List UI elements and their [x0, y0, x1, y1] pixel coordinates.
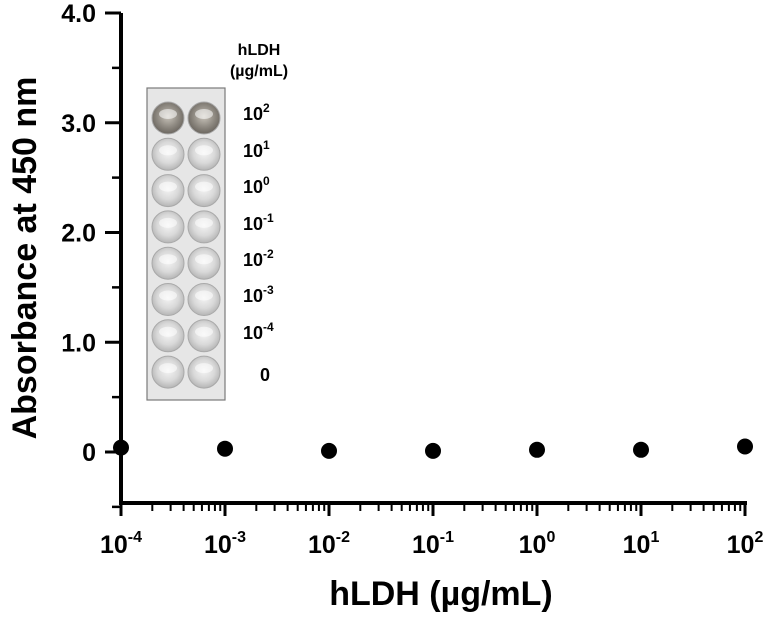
x-tick-label: 10-1: [412, 529, 454, 559]
x-tick-base: 10: [100, 531, 128, 559]
inset-label: 10-3: [243, 283, 274, 306]
y-tick-label: 4.0: [61, 0, 96, 28]
x-tick-label: 100: [519, 529, 556, 559]
data-point: [737, 438, 753, 455]
x-axis-title: hLDH (µg/mL): [329, 575, 553, 613]
inset-label-exponent: -2: [263, 247, 274, 261]
inset-label-exponent: 0: [263, 174, 270, 188]
well-highlight: [159, 254, 177, 265]
x-tick-base: 10: [623, 531, 651, 559]
data-points: [113, 438, 753, 459]
x-tick-exponent: -1: [440, 529, 454, 546]
inset-label: 101: [243, 138, 270, 161]
x-tick-base: 10: [727, 531, 755, 559]
well-highlight: [195, 290, 213, 301]
x-tick-exponent: -2: [336, 529, 350, 546]
well-highlight: [195, 109, 213, 119]
data-point: [529, 441, 545, 458]
x-ticks: 10-4 10-3 10-2 10-1 100 101 102: [100, 503, 763, 559]
inset-label-base: 0: [260, 365, 270, 385]
well-highlight: [159, 109, 177, 119]
x-tick-exponent: 2: [754, 529, 763, 546]
inset-label: 102: [243, 101, 270, 124]
x-tick-exponent: -4: [128, 529, 142, 546]
x-tick-base: 10: [519, 531, 547, 559]
y-tick-label: 1.0: [61, 329, 96, 357]
well-highlight: [159, 290, 177, 301]
y-axis-title: Absorbance at 450 nm: [6, 77, 44, 440]
inset-label-base: 10: [243, 141, 263, 161]
x-tick-label: 102: [727, 529, 764, 559]
well-plate-photo: [146, 87, 226, 401]
inset-label-base: 10: [243, 104, 263, 124]
inset-label-exponent: -1: [263, 211, 274, 225]
well-highlight: [159, 363, 177, 374]
well-highlight: [195, 217, 213, 228]
y-ticks: 0 1.0 2.0 3.0 4.0: [61, 0, 121, 509]
inset-label-base: 10: [243, 214, 263, 234]
inset-header-line1: hLDH: [238, 42, 281, 59]
well-highlight: [159, 145, 177, 156]
x-tick-base: 10: [204, 531, 232, 559]
inset-label-exponent: -4: [263, 320, 274, 334]
x-tick-exponent: 1: [650, 529, 659, 546]
data-point: [633, 441, 649, 458]
inset-label-base: 10: [243, 177, 263, 197]
y-tick-label: 2.0: [61, 220, 96, 248]
well-highlight: [159, 326, 177, 337]
data-point: [425, 442, 441, 459]
inset-label-base: 10: [243, 286, 263, 306]
x-tick-label: 101: [623, 529, 660, 559]
inset-label-exponent: 2: [263, 101, 270, 115]
well-highlight: [195, 145, 213, 156]
x-tick-base: 10: [308, 531, 336, 559]
x-tick-exponent: -3: [232, 529, 246, 546]
data-point: [217, 440, 233, 457]
well-plate-wells: [151, 101, 221, 389]
inset-label-exponent: -3: [263, 283, 274, 297]
inset-label: 10-2: [243, 247, 274, 270]
well-highlight: [195, 254, 213, 265]
inset-label-exponent: 1: [263, 138, 270, 152]
inset-header-line2: (µg/mL): [230, 63, 288, 80]
data-point: [321, 442, 337, 459]
well-highlight: [195, 326, 213, 337]
well-highlight: [195, 181, 213, 192]
inset-label-base: 10: [243, 323, 263, 343]
x-tick-base: 10: [412, 531, 440, 559]
x-tick-exponent: 0: [546, 529, 555, 546]
inset-label: 0: [260, 365, 270, 385]
data-point: [113, 439, 129, 456]
y-tick-label: 3.0: [61, 110, 96, 138]
x-tick-label: 10-2: [308, 529, 350, 559]
well-highlight: [159, 181, 177, 192]
well-highlight: [195, 363, 213, 374]
x-tick-label: 10-4: [100, 529, 142, 559]
well-highlight: [159, 217, 177, 228]
y-tick-label: 0: [82, 439, 96, 467]
inset-label: 10-4: [243, 320, 274, 343]
inset-label: 100: [243, 174, 270, 197]
inset-label: 10-1: [243, 211, 274, 234]
x-tick-label: 10-3: [204, 529, 246, 559]
inset-label-base: 10: [243, 250, 263, 270]
